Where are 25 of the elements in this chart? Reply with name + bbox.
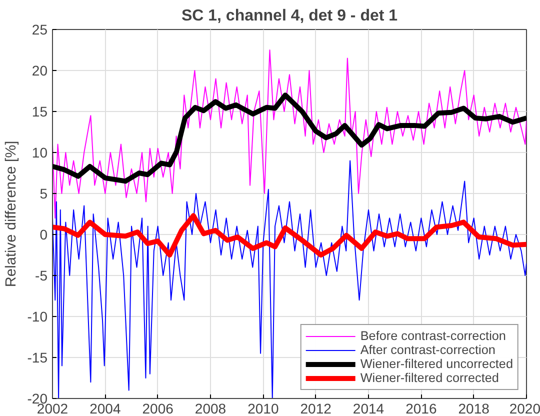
x-tick-label: 2016 — [406, 400, 437, 416]
legend-label: After contrast-correction — [360, 343, 496, 357]
x-tick-label: 2020 — [509, 400, 540, 416]
x-tick-label: 2014 — [352, 400, 384, 416]
line-series — [52, 50, 526, 219]
x-tick-label: 2010 — [248, 400, 279, 416]
y-tick-label: -10 — [27, 308, 48, 324]
y-tick-label: -15 — [27, 350, 48, 366]
x-tick-label: 2008 — [194, 400, 226, 416]
y-axis-title: Relative difference [%] — [3, 140, 20, 288]
y-tick-label: 10 — [32, 144, 48, 160]
chart-title: SC 1, channel 4, det 9 - det 1 — [181, 8, 398, 24]
y-tick-label: 25 — [32, 22, 48, 38]
x-tick-label: 2004 — [90, 400, 121, 416]
legend-label: Wiener-filtered uncorrected — [360, 357, 513, 371]
y-tick-label: 0 — [40, 226, 48, 242]
y-tick-label: 20 — [32, 62, 48, 78]
x-tick-label: 2006 — [142, 400, 174, 416]
y-tick-label: 15 — [32, 104, 48, 120]
y-tick-label: 5 — [40, 186, 48, 202]
x-tick-label: 2012 — [300, 400, 332, 416]
legend-label: Before contrast-correction — [360, 329, 506, 343]
x-tick-label: 2018 — [458, 400, 490, 416]
y-tick-label: -5 — [35, 268, 48, 284]
legend-label: Wiener-filtered corrected — [360, 371, 499, 385]
